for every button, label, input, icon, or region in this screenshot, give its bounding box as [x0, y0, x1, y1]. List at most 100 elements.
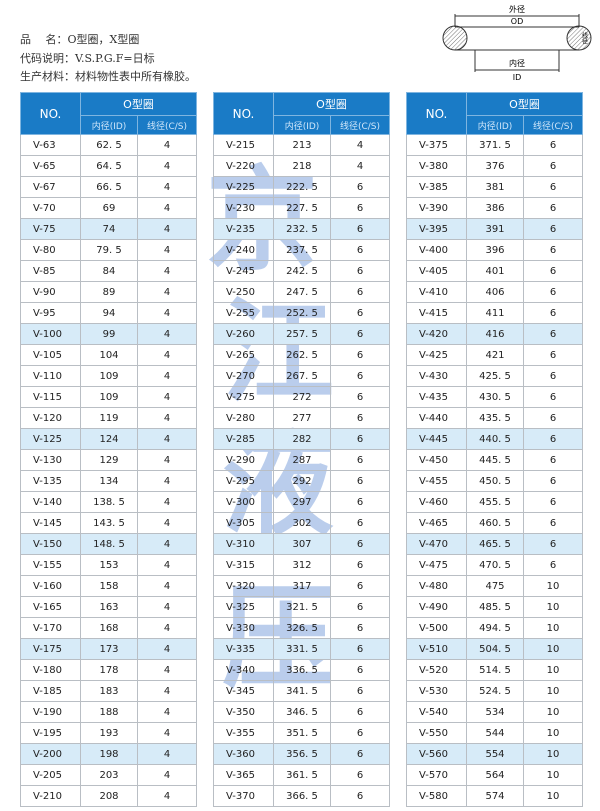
table-row: V-85 84 4: [20, 260, 198, 282]
part-number-cell: V-100: [20, 323, 81, 345]
inner-diameter-cell: 336. 5: [273, 659, 331, 681]
inner-diameter-cell: 381: [466, 176, 524, 198]
inner-diameter-cell: 262. 5: [273, 344, 331, 366]
cross-section-cell: 6: [522, 470, 584, 492]
inner-diameter-cell: 371. 5: [466, 134, 524, 156]
inner-diameter-cell: 435. 5: [466, 407, 524, 429]
inner-diameter-cell: 282: [273, 428, 331, 450]
table-row: V-285 282 6: [213, 428, 391, 450]
table-row: V-550 544 10: [406, 722, 584, 744]
part-number-cell: V-175: [20, 638, 81, 660]
part-number-cell: V-475: [406, 554, 467, 576]
cross-section-cell: 6: [329, 575, 391, 597]
inner-diameter-cell: 158: [80, 575, 138, 597]
part-number-cell: V-390: [406, 197, 467, 219]
part-number-cell: V-500: [406, 617, 467, 639]
inner-diameter-cell: 79. 5: [80, 239, 138, 261]
part-number-cell: V-385: [406, 176, 467, 198]
cross-section-cell: 6: [329, 554, 391, 576]
part-number-cell: V-255: [213, 302, 274, 324]
inner-diameter-cell: 119: [80, 407, 138, 429]
cross-section-cell: 6: [329, 197, 391, 219]
part-number-cell: V-490: [406, 596, 467, 618]
inner-diameter-cell: 470. 5: [466, 554, 524, 576]
inner-diameter-cell: 188: [80, 701, 138, 723]
cross-section-cell: 4: [136, 722, 198, 744]
inner-diameter-cell: 544: [466, 722, 524, 744]
part-number-cell: V-70: [20, 197, 81, 219]
part-number-cell: V-245: [213, 260, 274, 282]
header-no: NO.: [406, 92, 467, 135]
cross-section-cell: 6: [329, 302, 391, 324]
part-number-cell: V-445: [406, 428, 467, 450]
part-number-cell: V-455: [406, 470, 467, 492]
cross-section-cell: 4: [136, 428, 198, 450]
cross-section-cell: 6: [329, 260, 391, 282]
inner-diameter-cell: 66. 5: [80, 176, 138, 198]
table-row: V-120 119 4: [20, 407, 198, 429]
part-number-cell: V-365: [213, 764, 274, 786]
part-number-cell: V-380: [406, 155, 467, 177]
part-number-cell: V-310: [213, 533, 274, 555]
cross-section-cell: 6: [522, 281, 584, 303]
part-number-cell: V-410: [406, 281, 467, 303]
part-number-cell: V-440: [406, 407, 467, 429]
table-row: V-195 193 4: [20, 722, 198, 744]
cross-section-cell: 4: [136, 743, 198, 765]
inner-diameter-cell: 514. 5: [466, 659, 524, 681]
table-row: V-155 153 4: [20, 554, 198, 576]
part-number-cell: V-120: [20, 407, 81, 429]
header-id: 内径(ID): [273, 115, 331, 135]
part-number-cell: V-470: [406, 533, 467, 555]
table-row: V-180 178 4: [20, 659, 198, 681]
part-number-cell: V-280: [213, 407, 274, 429]
code-description: 代码说明：V.S.P.G.F=日标: [20, 52, 155, 65]
part-number-cell: V-140: [20, 491, 81, 513]
table-row: V-295 292 6: [213, 470, 391, 492]
inner-diameter-cell: 416: [466, 323, 524, 345]
inner-diameter-cell: 396: [466, 239, 524, 261]
cross-section-cell: 6: [522, 449, 584, 471]
inner-diameter-cell: 494. 5: [466, 617, 524, 639]
id-label: ID: [513, 73, 522, 82]
part-number-cell: V-275: [213, 386, 274, 408]
inner-diameter-cell: 317: [273, 575, 331, 597]
part-number-cell: V-205: [20, 764, 81, 786]
cross-section-cell: 4: [136, 596, 198, 618]
inner-diameter-cell: 227. 5: [273, 197, 331, 219]
header-cs: 线径(C/S): [522, 115, 584, 135]
oring-size-table: NO. O型圈 内径(ID) 线径(C/S) V-215 213 4 V-220 218 4 V-2…: [213, 92, 391, 807]
table-row: V-135 134 4: [20, 470, 198, 492]
inner-diameter-cell: 351. 5: [273, 722, 331, 744]
inner-diameter-cell: 163: [80, 596, 138, 618]
cross-section-cell: 4: [136, 638, 198, 660]
part-number-cell: V-375: [406, 134, 467, 156]
inner-diameter-cell: 134: [80, 470, 138, 492]
inner-diameter-cell: 173: [80, 638, 138, 660]
table-row: V-520 514. 5 10: [406, 659, 584, 681]
cross-section-cell: 6: [329, 470, 391, 492]
inner-diameter-cell: 247. 5: [273, 281, 331, 303]
inner-diameter-cell: 178: [80, 659, 138, 681]
inner-diameter-cell: 346. 5: [273, 701, 331, 723]
table-row: V-570 564 10: [406, 764, 584, 786]
part-number-cell: V-225: [213, 176, 274, 198]
cross-section-cell: 6: [329, 176, 391, 198]
cross-section-cell: 4: [136, 323, 198, 345]
header-no: NO.: [20, 92, 81, 135]
inner-diameter-cell: 485. 5: [466, 596, 524, 618]
part-number-cell: V-220: [213, 155, 274, 177]
inner-diameter-cell: 257. 5: [273, 323, 331, 345]
inner-diameter-cell: 89: [80, 281, 138, 303]
inner-diameter-cell: 445. 5: [466, 449, 524, 471]
inner-diameter-cell: 361. 5: [273, 764, 331, 786]
table-row: V-165 163 4: [20, 596, 198, 618]
cross-section-cell: 4: [136, 554, 198, 576]
part-number-cell: V-450: [406, 449, 467, 471]
